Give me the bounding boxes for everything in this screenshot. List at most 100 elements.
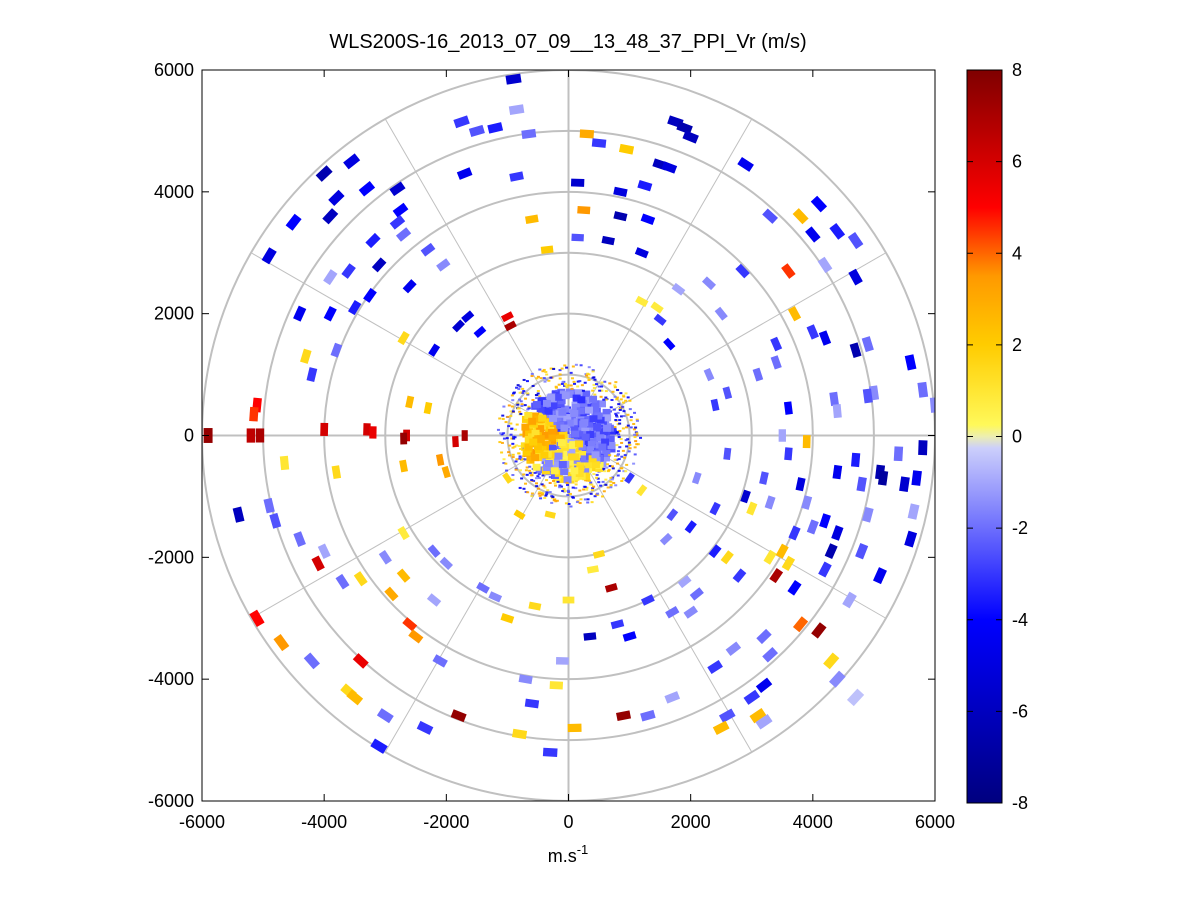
velocity-point	[613, 211, 628, 222]
velocity-point	[363, 423, 371, 436]
velocity-point	[818, 561, 832, 578]
velocity-point	[806, 519, 819, 535]
near-range-point	[633, 453, 637, 456]
near-range-point	[627, 450, 631, 453]
near-range-point	[585, 461, 594, 469]
velocity-point	[423, 401, 433, 415]
near-range-point	[528, 472, 532, 475]
velocity-point	[246, 428, 256, 443]
velocity-point	[439, 556, 453, 570]
near-range-point	[578, 489, 582, 492]
near-range-point	[639, 436, 643, 439]
velocity-point	[504, 320, 517, 332]
velocity-point	[666, 508, 679, 522]
near-range-point	[618, 419, 622, 422]
near-range-point	[560, 424, 569, 432]
near-range-point	[589, 415, 598, 423]
near-range-point	[623, 454, 627, 457]
velocity-point	[315, 165, 333, 182]
near-range-point	[526, 460, 530, 463]
velocity-point	[755, 677, 773, 694]
near-range-point	[513, 436, 517, 439]
velocity-point	[829, 391, 839, 407]
velocity-point	[781, 263, 796, 279]
near-range-point	[543, 486, 547, 489]
velocity-point	[722, 386, 733, 400]
velocity-point	[725, 641, 742, 656]
velocity-point	[328, 189, 345, 207]
near-range-point	[539, 377, 543, 380]
velocity-point	[899, 476, 910, 492]
near-range-point	[551, 390, 560, 398]
velocity-point	[249, 609, 265, 628]
near-range-point	[604, 398, 608, 401]
velocity-point	[408, 629, 424, 644]
near-range-point	[609, 480, 613, 483]
near-range-point	[535, 397, 539, 400]
near-range-point	[524, 443, 533, 451]
near-range-point	[546, 489, 550, 492]
near-range-point	[588, 437, 597, 445]
near-range-point	[625, 445, 629, 448]
velocity-point	[426, 593, 442, 607]
near-range-point	[509, 422, 513, 425]
near-range-point	[555, 499, 559, 502]
near-range-point	[515, 386, 519, 389]
near-range-point	[549, 402, 558, 410]
near-range-point	[625, 426, 629, 429]
near-range-point	[618, 408, 622, 411]
near-range-point	[529, 474, 533, 477]
near-range-point	[617, 436, 621, 439]
near-range-point	[545, 493, 549, 496]
near-range-point	[566, 419, 575, 427]
near-range-point	[505, 469, 509, 472]
velocity-point	[303, 652, 320, 670]
near-range-point	[615, 444, 619, 447]
velocity-point	[420, 242, 436, 257]
near-range-point	[618, 429, 622, 432]
near-range-point	[511, 410, 515, 413]
near-range-point	[516, 402, 520, 405]
near-range-point	[559, 485, 563, 488]
near-range-point	[632, 428, 636, 431]
near-range-point	[593, 495, 597, 498]
near-range-point	[558, 460, 567, 468]
near-range-point	[523, 404, 527, 407]
near-range-point	[564, 384, 568, 387]
near-range-point	[615, 415, 619, 418]
near-range-point	[622, 395, 626, 398]
velocity-point	[710, 398, 720, 412]
near-range-point	[612, 481, 616, 484]
near-range-point	[575, 501, 579, 504]
near-range-point	[570, 423, 579, 431]
velocity-point	[405, 395, 415, 409]
chart-title: WLS200S-16_2013_07_09__13_48_37_PPI_Vr (…	[329, 31, 806, 53]
near-range-point	[621, 477, 625, 480]
near-range-point	[563, 490, 567, 493]
near-range-point	[609, 483, 613, 486]
velocity-point	[689, 587, 704, 601]
near-range-point	[544, 494, 548, 497]
velocity-point	[436, 258, 451, 272]
near-range-point	[608, 382, 612, 385]
near-range-point	[582, 437, 591, 445]
near-range-point	[591, 451, 600, 459]
near-range-point	[535, 485, 539, 488]
near-range-point	[625, 463, 629, 466]
velocity-point	[544, 510, 556, 519]
velocity-point	[818, 330, 832, 346]
near-range-point	[549, 367, 553, 370]
velocity-point	[775, 543, 789, 559]
near-range-point	[515, 444, 519, 447]
velocity-point	[562, 596, 575, 604]
near-range-point	[609, 476, 613, 479]
velocity-point	[671, 282, 686, 296]
near-range-point	[579, 420, 588, 428]
near-range-point	[538, 368, 542, 371]
near-range-point	[628, 399, 632, 402]
near-range-point	[553, 482, 557, 485]
velocity-point	[904, 530, 918, 548]
near-range-point	[536, 475, 540, 478]
near-range-point	[603, 380, 607, 383]
